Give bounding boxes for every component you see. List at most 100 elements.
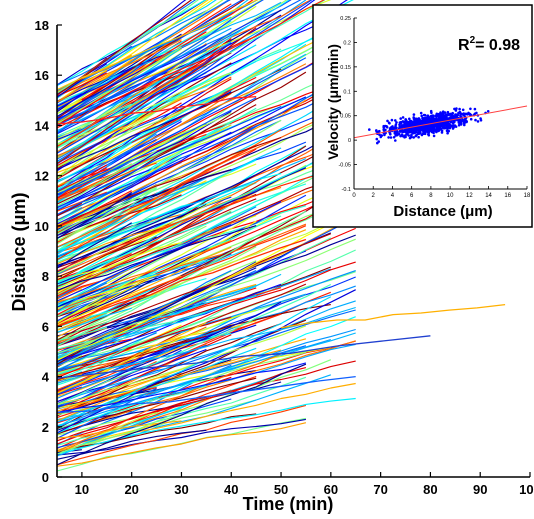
track-line <box>56 238 356 354</box>
scatter-point <box>469 107 472 111</box>
scatter-point <box>439 115 442 118</box>
track-line <box>56 0 257 94</box>
scatter-point <box>425 125 428 128</box>
inset-y-axis-title: Velocity (μm/min) <box>325 44 341 160</box>
track-line <box>56 1 282 106</box>
track-line <box>56 125 356 295</box>
track-lines <box>56 0 506 472</box>
track-line <box>56 68 282 177</box>
track-line <box>56 198 257 288</box>
track-line <box>56 363 307 466</box>
track-line <box>56 404 307 466</box>
track-line <box>280 303 506 329</box>
track-line <box>56 84 356 216</box>
scatter-point <box>431 114 435 117</box>
scatter-point <box>394 139 397 142</box>
main-y-tick-label: 14 <box>35 118 50 133</box>
track-line <box>56 104 157 178</box>
scatter-point <box>476 120 480 123</box>
track-line <box>56 89 232 164</box>
track-line <box>56 12 357 183</box>
track-line <box>56 332 157 372</box>
r-squared-sup: 2 <box>470 35 476 46</box>
track-line <box>56 377 257 435</box>
scatter-point <box>408 117 411 121</box>
inset-fit-line <box>353 105 528 139</box>
scatter-point <box>430 111 433 115</box>
track-line <box>56 367 307 445</box>
track-line <box>56 0 264 134</box>
track-line <box>56 267 108 290</box>
track-line <box>56 167 307 285</box>
main-x-tick-label: 30 <box>174 482 188 497</box>
track-line <box>56 399 257 453</box>
scatter-point <box>404 135 407 139</box>
scatter-point <box>410 134 413 138</box>
scatter-point <box>437 114 440 117</box>
scatter-point <box>447 117 450 120</box>
scatter-point <box>442 121 446 125</box>
scatter-point <box>403 123 407 126</box>
scatter-point <box>467 111 470 115</box>
track-line <box>56 145 307 287</box>
main-x-tick-label: 40 <box>224 482 238 497</box>
track-line <box>56 46 182 125</box>
track-line <box>56 225 257 292</box>
track-line <box>56 91 232 171</box>
scatter-point <box>394 119 397 122</box>
track-line <box>56 86 157 132</box>
inset-x-tick-label: 18 <box>524 193 531 199</box>
main-y-tick-label: 0 <box>42 470 49 485</box>
track-line <box>56 41 232 148</box>
main-x-axis-title: Time (min) <box>243 494 334 514</box>
track-line <box>56 195 232 274</box>
track-line <box>56 0 313 162</box>
track-line <box>56 193 132 239</box>
scatter-point <box>425 120 429 123</box>
track-line <box>56 375 257 455</box>
scatter-point <box>412 117 416 121</box>
track-line <box>56 244 257 331</box>
track-line <box>56 164 108 193</box>
scatter-point <box>408 124 412 128</box>
main-y-tick-label: 10 <box>35 219 49 234</box>
track-line <box>56 331 157 381</box>
track-line <box>56 233 332 346</box>
scatter-point <box>437 129 440 133</box>
scatter-point <box>397 132 401 136</box>
track-line <box>56 307 132 333</box>
scatter-point <box>436 125 439 128</box>
scatter-point <box>451 114 454 117</box>
scatter-point <box>486 110 490 113</box>
scatter-point <box>427 117 431 120</box>
scatter-point <box>405 129 409 133</box>
scatter-point <box>411 128 415 132</box>
scatter-point <box>418 131 422 135</box>
scatter-point <box>441 113 445 116</box>
scatter-point <box>390 118 394 122</box>
scatter-point <box>479 119 483 122</box>
track-line <box>56 0 230 110</box>
track-line <box>56 45 232 154</box>
scatter-point <box>417 117 421 120</box>
scatter-point <box>410 120 414 123</box>
scatter-point <box>417 123 420 126</box>
scatter-point <box>473 112 477 116</box>
track-line <box>56 93 83 107</box>
scatter-point <box>420 114 424 118</box>
scatter-point <box>416 127 419 131</box>
scatter-point <box>457 123 461 127</box>
scatter-point <box>427 130 430 133</box>
scatter-point <box>455 107 458 110</box>
track-line <box>56 76 356 188</box>
scatter-point <box>442 116 446 119</box>
scatter-point <box>424 130 428 134</box>
main-y-tick-label: 4 <box>42 370 50 385</box>
scatter-point <box>395 121 398 124</box>
track-line <box>56 296 332 428</box>
scatter-point <box>446 131 449 135</box>
track-line <box>56 239 232 304</box>
inset-x-ticks: 0 2 4 6 8 10 12 14 16 18 <box>352 186 531 199</box>
track-line <box>56 249 356 385</box>
